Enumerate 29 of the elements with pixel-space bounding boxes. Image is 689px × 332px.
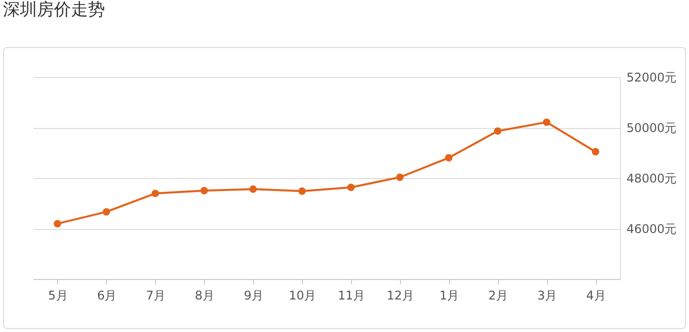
point	[152, 190, 159, 198]
y-tick-label: 48000元	[626, 172, 677, 186]
y-tick-label: 46000元	[626, 222, 677, 236]
x-tick-label: 4月	[586, 288, 606, 302]
point	[445, 154, 452, 162]
point	[542, 118, 550, 126]
point	[298, 187, 306, 195]
point	[592, 148, 600, 156]
x-tick-label: 6月	[97, 288, 117, 302]
point	[102, 208, 110, 216]
point	[54, 220, 62, 228]
x-tick-label: 12月	[386, 288, 414, 302]
x-tick-label: 11月	[338, 288, 366, 302]
x-tick-label: 7月	[146, 288, 166, 302]
chart-title: 深圳房价走势	[3, 0, 105, 20]
x-tick-label: 8月	[194, 288, 215, 302]
point	[249, 185, 257, 193]
point	[347, 184, 355, 192]
x-tick-label: 1月	[439, 288, 460, 302]
y-tick-label: 50000元	[626, 121, 677, 135]
x-tick-label: 9月	[244, 288, 264, 302]
y-tick-label: 52000元	[626, 70, 677, 84]
point	[494, 127, 502, 135]
point	[200, 186, 208, 194]
point	[396, 174, 404, 181]
x-tick-label: 5月	[48, 288, 68, 302]
x-tick-label: 3月	[537, 288, 557, 302]
x-tick-label: 10月	[288, 288, 316, 302]
x-tick-label: 2月	[488, 288, 508, 302]
